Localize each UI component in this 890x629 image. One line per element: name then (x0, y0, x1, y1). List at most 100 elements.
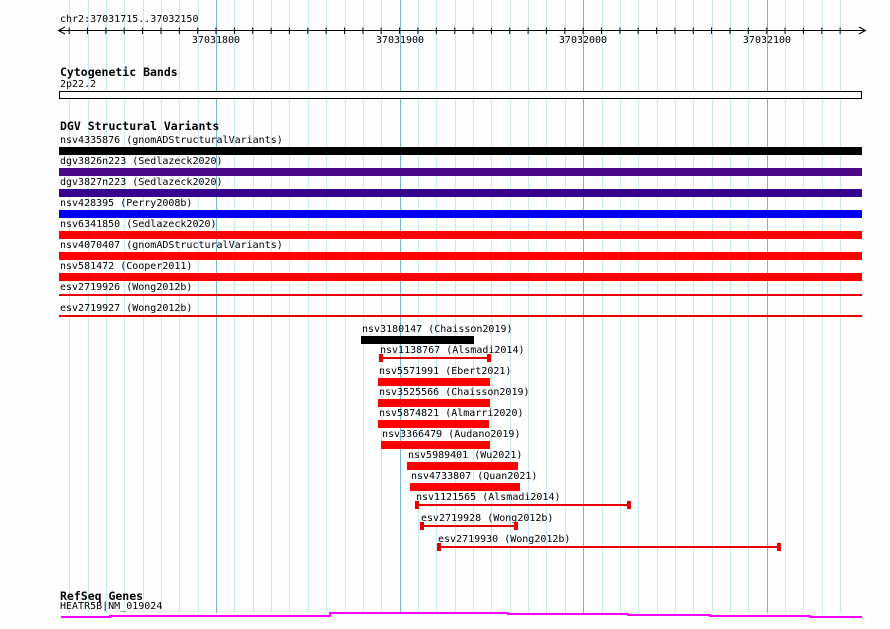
variant-range-endcap (514, 522, 518, 530)
variant-bar[interactable] (407, 462, 518, 470)
variant-range-line[interactable] (379, 357, 491, 359)
variant-label[interactable]: nsv3525566 (Chaisson2019) (379, 387, 530, 398)
section-title-cytogenetic-bands: Cytogenetic Bands (60, 65, 178, 79)
cytogenetic-band-glyph[interactable] (59, 91, 862, 99)
variant-label[interactable]: nsv1121565 (Alsmadi2014) (416, 492, 561, 503)
ruler-tick-label: 37031800 (191, 35, 241, 46)
grid-minor-line (674, 0, 676, 613)
grid-minor-line (638, 0, 640, 613)
variant-range-line[interactable] (420, 525, 518, 527)
variant-label[interactable]: nsv4733807 (Quan2021) (411, 471, 538, 482)
variant-label[interactable]: nsv428395 (Perry2008b) (60, 198, 193, 209)
cytogenetic-band-label[interactable]: 2p22.2 (60, 79, 97, 90)
variant-bar[interactable] (378, 399, 490, 407)
section-title-dgv-structural-variants: DGV Structural Variants (60, 119, 220, 133)
grid-minor-line (197, 0, 199, 613)
grid-minor-line (473, 0, 474, 613)
variant-bar[interactable] (59, 252, 862, 260)
variant-bar[interactable] (59, 147, 862, 155)
ruler-tick-label: 37032000 (558, 35, 608, 46)
grid-minor-line (821, 0, 823, 613)
ruler-tick-label: 37031900 (375, 35, 425, 46)
grid-major-line (216, 0, 217, 613)
grid-minor-line (271, 0, 273, 613)
ruler-axis-line (57, 26, 867, 35)
grid-minor-line (344, 0, 346, 613)
grid-minor-line (307, 0, 309, 613)
variant-label[interactable]: esv2719928 (Wong2012b) (421, 513, 554, 524)
variant-range-line[interactable] (415, 504, 631, 506)
grid-minor-line (142, 0, 144, 613)
variant-label[interactable]: nsv4070407 (gnomADStructuralVariants) (60, 240, 283, 251)
grid-minor-line (362, 0, 364, 613)
section-title-refseq-genes: RefSeq Genes (60, 589, 144, 603)
variant-range-endcap (420, 522, 424, 530)
variant-range-endcap (627, 501, 631, 509)
variant-range-line[interactable] (59, 315, 862, 317)
variant-range-line[interactable] (59, 294, 862, 296)
grid-minor-line (601, 0, 603, 613)
variant-label[interactable]: esv2719930 (Wong2012b) (438, 534, 571, 545)
variant-bar[interactable] (59, 231, 862, 239)
coordinate-ruler (57, 26, 867, 35)
grid-minor-line (326, 0, 328, 613)
grid-minor-line (179, 0, 181, 613)
variant-bar[interactable] (59, 273, 862, 281)
variant-bar[interactable] (378, 420, 489, 428)
variant-label[interactable]: nsv3366479 (Audano2019) (382, 429, 521, 440)
grid-minor-line (252, 0, 254, 613)
grid-minor-line (546, 0, 548, 613)
grid-minor-line (417, 0, 419, 613)
grid-minor-line (785, 0, 787, 613)
grid-minor-line (528, 0, 530, 613)
grid-minor-line (87, 0, 89, 613)
grid-minor-line (693, 0, 695, 613)
variant-label[interactable]: esv2719926 (Wong2012b) (60, 282, 193, 293)
variant-label[interactable]: nsv5874821 (Almarri2020) (379, 408, 524, 419)
variant-bar[interactable] (59, 189, 862, 197)
variant-label[interactable]: nsv5571991 (Ebert2021) (379, 366, 512, 377)
grid-minor-line (564, 0, 566, 613)
variant-range-endcap (415, 501, 419, 509)
refseq-gene-line[interactable] (61, 612, 862, 618)
grid-minor-line (509, 0, 511, 613)
variant-label[interactable]: nsv3180147 (Chaisson2019) (362, 324, 513, 335)
grid-minor-line (436, 0, 438, 613)
variant-label[interactable]: esv2719927 (Wong2012b) (60, 303, 193, 314)
grid-minor-line (619, 0, 621, 613)
grid-major-line (766, 0, 768, 613)
variant-label[interactable]: nsv1138767 (Alsmadi2014) (380, 345, 525, 356)
grid-minor-line (748, 0, 750, 613)
variant-label[interactable]: nsv5989401 (Wu2021) (408, 450, 523, 461)
variant-range-endcap (379, 354, 383, 362)
grid-minor-line (161, 0, 162, 613)
variant-bar[interactable] (378, 378, 490, 386)
grid-minor-line (840, 0, 842, 613)
variant-label[interactable]: dgv3827n223 (Sedlazeck2020) (60, 177, 223, 188)
variant-bar[interactable] (59, 210, 862, 218)
variant-bar[interactable] (410, 483, 520, 491)
grid-minor-line (656, 0, 658, 613)
grid-minor-line (105, 0, 107, 613)
grid-minor-line (234, 0, 236, 613)
grid-minor-line (381, 0, 383, 613)
variant-range-line[interactable] (437, 546, 781, 548)
grid-major-line (399, 0, 401, 613)
variant-label[interactable]: dgv3826n223 (Sedlazeck2020) (60, 156, 223, 167)
variant-range-endcap (437, 543, 441, 551)
variant-label[interactable]: nsv4335876 (gnomADStructuralVariants) (60, 135, 283, 146)
grid-minor-line (730, 0, 731, 613)
variant-bar[interactable] (381, 441, 490, 449)
variant-label[interactable]: nsv581472 (Cooper2011) (60, 261, 193, 272)
variant-bar[interactable] (361, 336, 474, 344)
grid-minor-line (69, 0, 71, 613)
region-coordinates-label: chr2:37031715..37032150 (60, 14, 199, 25)
refseq-gene-label[interactable]: HEATR5B|NM_019024 (60, 601, 163, 612)
variant-label[interactable]: nsv6341850 (Sedlazeck2020) (60, 219, 217, 230)
grid-minor-line (289, 0, 291, 613)
grid-minor-line (803, 0, 805, 613)
grid-minor-line (711, 0, 713, 613)
variant-bar[interactable] (59, 168, 862, 176)
grid-major-line (583, 0, 585, 613)
